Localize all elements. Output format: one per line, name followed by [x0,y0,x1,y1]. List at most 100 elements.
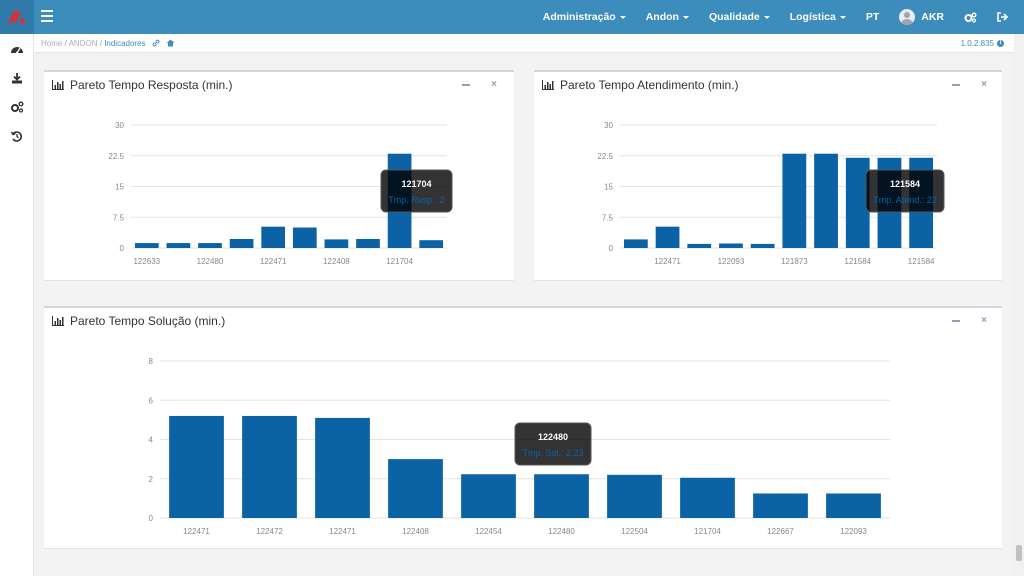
settings-button[interactable] [954,0,987,34]
y-tick-label: 8 [149,357,154,366]
nav-language[interactable]: PT [856,0,889,34]
sidebar-history[interactable] [9,128,25,144]
panel-pareto-resposta: Pareto Tempo Resposta (min.) × 0 7.5 15 22.… [44,70,514,281]
nav-administracao[interactable]: Administração [533,0,636,34]
menu-toggle-icon[interactable] [41,10,53,24]
panel-title: Pareto Tempo Atendimento (min.) [542,78,739,92]
home-icon[interactable] [166,39,175,47]
bar[interactable] [388,459,443,518]
link-icon[interactable] [152,39,160,47]
info-icon[interactable]: i [997,40,1004,47]
y-tick-label: 2 [149,475,154,484]
bar[interactable] [315,417,370,518]
breadcrumb-separator: / [99,39,102,48]
logout-button[interactable] [987,0,1024,34]
x-tick-label: 121873 [781,257,808,266]
bar[interactable] [461,474,516,518]
nav-logistica[interactable]: Logística [780,0,856,34]
chart-tooltip: 122480 Tmp. Sol.: 2.23 [514,422,592,466]
sidebar-dashboard[interactable] [9,42,25,58]
panel-title-text: Pareto Tempo Resposta (min.) [70,78,233,92]
breadcrumb-home[interactable]: Home [41,39,63,48]
nav-andon-label: Andon [645,11,679,23]
app-logo[interactable] [0,0,34,34]
nav-logistica-label: Logística [789,11,836,23]
x-tick-label: 122408 [323,257,350,266]
caret-down-icon [763,15,770,19]
y-tick-label: 15 [115,183,124,192]
sidebar [0,34,34,576]
close-button[interactable]: × [491,79,497,90]
tooltip-value: Tmp. Sol.: 2.23 [522,448,583,458]
x-tick-label: 122471 [654,257,681,266]
tooltip-title: 121584 [890,179,920,189]
breadcrumb-andon[interactable]: ANDON [68,39,98,48]
bar[interactable] [750,243,775,248]
dashboard-icon [11,47,23,55]
bar[interactable] [242,415,297,518]
panel-title-text: Pareto Tempo Atendimento (min.) [560,78,739,92]
x-tick-label: 122093 [718,257,745,266]
tooltip-box [514,422,592,466]
bar[interactable] [534,474,589,518]
breadcrumb-current[interactable]: Indicadores [104,39,146,48]
caret-down-icon [839,15,846,19]
bar[interactable] [623,239,648,248]
caret-down-icon [619,15,626,19]
bar[interactable] [229,238,254,248]
bar[interactable] [356,238,380,248]
nav-language-label: PT [865,11,880,23]
y-tick-label: 0 [609,244,614,253]
bar[interactable] [782,153,807,248]
logo-icon [8,11,26,23]
bar[interactable] [169,415,224,518]
breadcrumb-bar: Home / ANDON / Indicadores 1.0.2.835 i [34,34,1014,53]
download-icon [12,73,22,84]
breadcrumb-separator: / [64,39,67,48]
tooltip-title: 122480 [538,432,568,442]
y-tick-label: 6 [149,396,154,405]
caret-down-icon [682,15,689,19]
chart-tooltip: 121584 Tmp. Atend.: 22 [865,169,945,213]
x-tick-label: 122504 [621,527,648,536]
x-tick-label: 121584 [908,257,935,266]
scrollbar-thumb[interactable] [1016,545,1022,561]
history-icon [10,131,22,142]
nav-menu: Administração Andon Qualidade Logística … [533,0,1024,34]
x-tick-label: 122472 [256,527,283,536]
bar[interactable] [134,243,159,248]
cogs-icon [964,12,977,23]
bar[interactable] [687,243,712,248]
bar[interactable] [324,239,349,248]
panel-pareto-atendimento: Pareto Tempo Atendimento (min.) × 0 7.5 15… [534,70,1002,281]
x-tick-label: 121704 [386,257,413,266]
sidebar-settings[interactable] [9,99,25,115]
close-button[interactable]: × [981,79,987,90]
bar[interactable] [680,477,735,518]
bar[interactable] [753,493,808,518]
bar[interactable] [198,243,222,248]
bar[interactable] [419,240,444,248]
bar[interactable] [292,227,317,249]
x-tick-label: 121584 [844,257,871,266]
x-tick-label: 121704 [694,527,721,536]
close-button[interactable]: × [981,315,987,326]
bar[interactable] [814,153,838,248]
page-scrollbar[interactable] [1014,34,1024,576]
bar[interactable] [607,474,662,518]
bar[interactable] [166,243,191,248]
nav-andon[interactable]: Andon [636,0,699,34]
x-tick-label: 122480 [197,257,224,266]
bar[interactable] [655,226,680,248]
bar[interactable] [719,243,743,248]
bar[interactable] [845,157,870,248]
bar[interactable] [826,493,881,518]
x-tick-label: 122471 [329,527,356,536]
nav-qualidade[interactable]: Qualidade [699,0,780,34]
chart-resposta: 0 7.5 15 22.5 30 122633 122480 122471 122408 1217… [108,121,453,266]
sidebar-download[interactable] [9,70,25,86]
bar[interactable] [261,226,286,248]
chart-tooltip: 121704 Tmp. Resp.: 2 [380,169,453,213]
user-menu[interactable]: AKR [889,0,954,34]
